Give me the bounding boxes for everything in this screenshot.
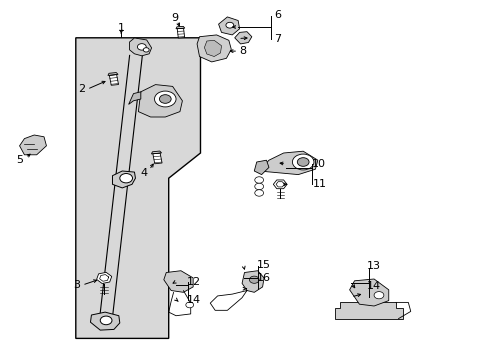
Circle shape — [185, 302, 193, 308]
Text: 14: 14 — [366, 281, 380, 291]
Circle shape — [143, 48, 149, 52]
Circle shape — [137, 44, 146, 50]
Text: 4: 4 — [141, 168, 147, 178]
Polygon shape — [234, 32, 251, 44]
Circle shape — [297, 158, 308, 166]
Circle shape — [254, 177, 263, 183]
Text: 8: 8 — [239, 46, 246, 56]
Polygon shape — [242, 271, 264, 292]
Circle shape — [225, 22, 233, 28]
Polygon shape — [334, 302, 403, 319]
Polygon shape — [112, 171, 135, 188]
Text: 1: 1 — [118, 23, 124, 33]
Text: 9: 9 — [171, 13, 178, 23]
Polygon shape — [204, 40, 221, 57]
Polygon shape — [254, 160, 268, 175]
Polygon shape — [108, 73, 118, 76]
Text: 3: 3 — [73, 280, 80, 290]
Text: 10: 10 — [311, 159, 325, 169]
Text: 13: 13 — [366, 261, 380, 271]
Circle shape — [159, 95, 171, 103]
Polygon shape — [97, 273, 111, 283]
Text: 12: 12 — [187, 276, 201, 287]
Polygon shape — [176, 26, 184, 29]
Text: 6: 6 — [274, 10, 281, 20]
Polygon shape — [109, 75, 118, 85]
Polygon shape — [128, 92, 141, 104]
Circle shape — [100, 316, 112, 325]
Polygon shape — [259, 151, 317, 175]
Polygon shape — [163, 271, 193, 292]
Text: 15: 15 — [257, 260, 270, 270]
Circle shape — [373, 292, 383, 299]
Polygon shape — [349, 279, 388, 306]
Polygon shape — [197, 35, 231, 62]
Circle shape — [254, 183, 263, 190]
Text: 7: 7 — [274, 33, 281, 44]
Polygon shape — [177, 28, 184, 38]
Text: 11: 11 — [313, 179, 326, 189]
Polygon shape — [153, 153, 162, 164]
Polygon shape — [218, 17, 239, 35]
Polygon shape — [20, 135, 46, 155]
Text: 5: 5 — [16, 155, 23, 165]
Polygon shape — [273, 180, 286, 189]
Text: 14: 14 — [187, 294, 201, 305]
Text: 16: 16 — [257, 273, 270, 283]
Text: 2: 2 — [79, 84, 85, 94]
Circle shape — [249, 276, 259, 283]
Circle shape — [254, 190, 263, 196]
Circle shape — [292, 154, 313, 170]
Polygon shape — [76, 38, 200, 338]
Polygon shape — [138, 85, 182, 117]
Circle shape — [154, 91, 176, 107]
Polygon shape — [129, 38, 151, 56]
Polygon shape — [90, 312, 120, 330]
Polygon shape — [151, 151, 161, 154]
Circle shape — [120, 174, 132, 183]
